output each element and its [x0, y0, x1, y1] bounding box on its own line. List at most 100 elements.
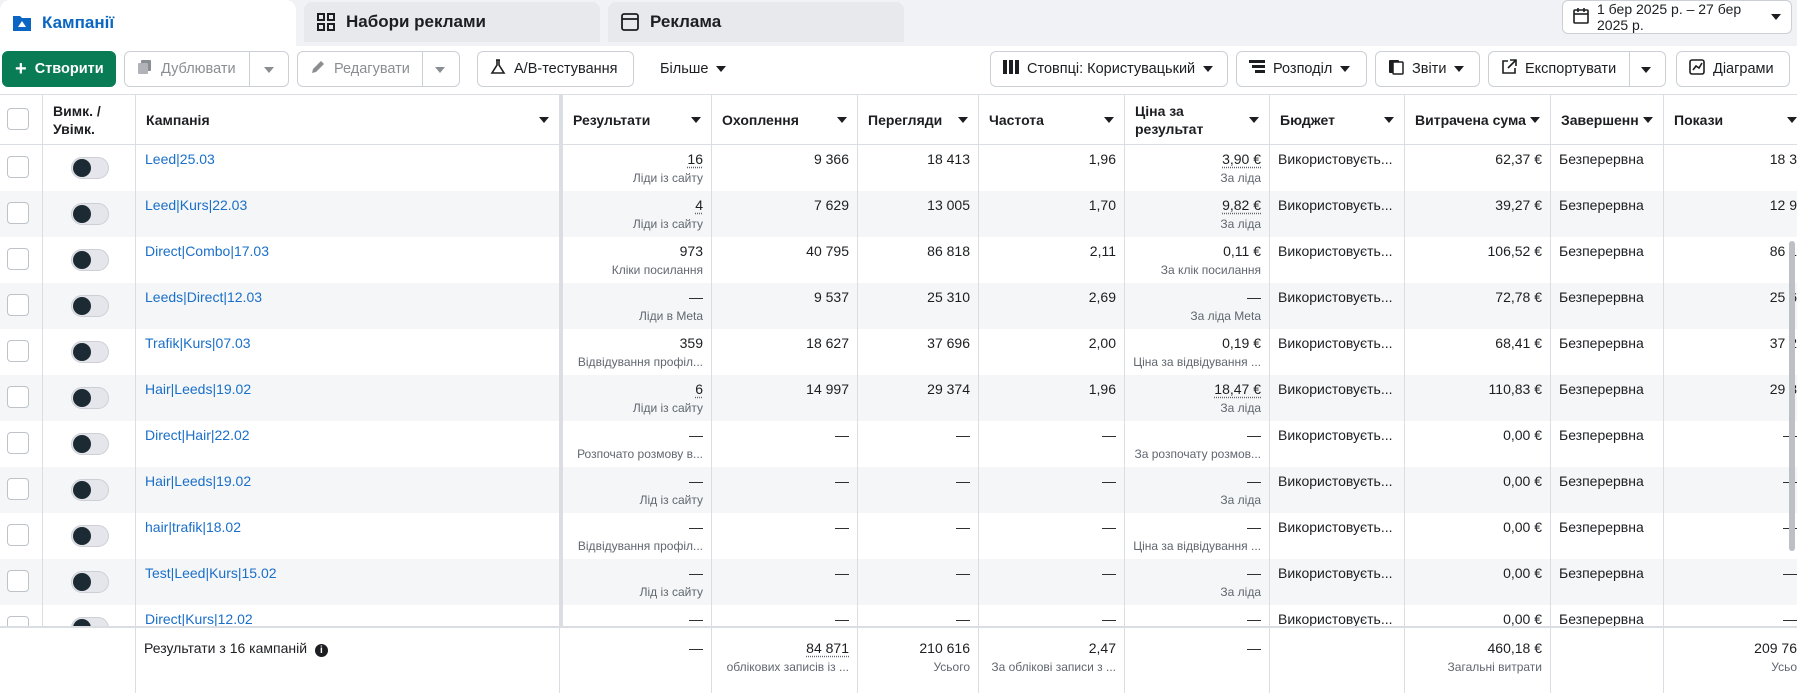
header-frequency[interactable]: Частота: [979, 95, 1125, 145]
frozen-column-divider: [560, 95, 563, 691]
header-onoff[interactable]: Вимк. / Увімк.: [43, 95, 136, 145]
tab-ads[interactable]: Реклама: [608, 2, 904, 42]
select-cell: [0, 237, 43, 283]
header-results[interactable]: Результати: [563, 95, 712, 145]
edit-button[interactable]: Редагувати: [297, 51, 460, 87]
chevron-down-icon[interactable]: [264, 67, 274, 73]
campaign-toggle[interactable]: [71, 341, 109, 363]
results-cell-value: 359: [680, 335, 703, 351]
results-cell-subtitle: Лід із сайту: [571, 585, 703, 599]
header-reach[interactable]: Охоплення: [712, 95, 858, 145]
campaign-name-link[interactable]: Trafik|Kurs|07.03: [145, 335, 251, 351]
columns-button[interactable]: Стовпці: Користувацький: [990, 51, 1228, 87]
chevron-down-icon[interactable]: [435, 67, 445, 73]
header-impressions[interactable]: Покази: [1664, 95, 1797, 145]
campaign-name-link[interactable]: Hair|Leeds|19.02: [145, 381, 251, 397]
campaign-toggle[interactable]: [71, 571, 109, 593]
row-checkbox[interactable]: [7, 570, 29, 592]
views-cell: 29 374: [858, 375, 979, 421]
tab-label: Реклама: [650, 12, 721, 32]
campaign-name-link[interactable]: Direct|Combo|17.03: [145, 243, 269, 259]
row-checkbox[interactable]: [7, 202, 29, 224]
campaign-name-link[interactable]: Leed|Kurs|22.03: [145, 197, 247, 213]
table-row[interactable]: Leeds|Direct|12.03 — Ліди в Meta 9 537 25 31…: [0, 283, 1797, 329]
campaign-name-link[interactable]: hair|trafik|18.02: [145, 519, 241, 535]
tab-campaigns[interactable]: Кампанії: [0, 0, 296, 46]
spent-cell: 0,00 €: [1405, 421, 1551, 467]
row-checkbox[interactable]: [7, 294, 29, 316]
row-checkbox[interactable]: [7, 524, 29, 546]
duplicate-button[interactable]: Дублювати: [124, 51, 289, 87]
campaign-name-link[interactable]: Leeds|Direct|12.03: [145, 289, 262, 305]
spent-cell: 68,41 €: [1405, 329, 1551, 375]
header-ends[interactable]: Завершенн: [1551, 95, 1664, 145]
campaign-toggle[interactable]: [71, 433, 109, 455]
tab-adsets[interactable]: Набори реклами: [304, 2, 600, 42]
campaign-toggle[interactable]: [71, 479, 109, 501]
cost-per-result-cell-subtitle: За ліда: [1133, 493, 1261, 507]
impressions-cell: —: [1664, 513, 1797, 559]
campaign-toggle[interactable]: [71, 249, 109, 271]
campaign-toggle[interactable]: [71, 387, 109, 409]
table-row[interactable]: Direct|Hair|22.02 — Розпочато розмову в...…: [0, 421, 1797, 467]
header-campaign[interactable]: Кампанія: [136, 95, 560, 145]
table-row[interactable]: Hair|Leeds|19.02 — Лід із сайту — — — — За ліда…: [0, 467, 1797, 513]
toggle-knob: [73, 435, 91, 453]
table-row[interactable]: Leed|25.03 16 Ліди із сайту 9 366 18 413 1,96…: [0, 145, 1797, 191]
vertical-scrollbar[interactable]: [1789, 241, 1795, 551]
chevron-down-icon: [1771, 14, 1781, 20]
cost-per-result-cell-subtitle: Ціна за відвідування ...: [1133, 539, 1261, 553]
row-checkbox[interactable]: [7, 248, 29, 270]
campaign-name-link[interactable]: Direct|Hair|22.02: [145, 427, 250, 443]
row-checkbox[interactable]: [7, 340, 29, 362]
table-row[interactable]: hair|trafik|18.02 — Відвідування профіл...…: [0, 513, 1797, 559]
breakdown-button[interactable]: Розподіл: [1236, 51, 1367, 87]
charts-button[interactable]: Діаграми: [1676, 51, 1790, 87]
row-checkbox[interactable]: [7, 156, 29, 178]
header-spent[interactable]: Витрачена сума: [1405, 95, 1551, 145]
row-checkbox[interactable]: [7, 386, 29, 408]
toggle-knob: [73, 297, 91, 315]
table-row[interactable]: Leed|Kurs|22.03 4 Ліди із сайту 7 629 13 005…: [0, 191, 1797, 237]
table-row[interactable]: Trafik|Kurs|07.03 359 Відвідування профіл.…: [0, 329, 1797, 375]
campaign-toggle[interactable]: [71, 295, 109, 317]
campaign-toggle[interactable]: [71, 157, 109, 179]
reports-button[interactable]: Звіти: [1375, 51, 1480, 87]
campaign-toggle[interactable]: [71, 525, 109, 547]
row-checkbox[interactable]: [7, 432, 29, 454]
ab-test-button[interactable]: A/B-тестування: [477, 51, 634, 87]
ends-cell-value: Безперервна: [1559, 335, 1644, 351]
table-row[interactable]: Test|Leed|Kurs|15.02 — Лід із сайту — — — — За …: [0, 559, 1797, 605]
reach-cell-value: 7 629: [814, 197, 849, 213]
more-button[interactable]: Більше: [648, 51, 738, 87]
results-cell-value: 973: [680, 243, 703, 259]
ends-cell: Безперервна: [1551, 467, 1664, 513]
table-row[interactable]: Hair|Leeds|19.02 6 Ліди із сайту 14 997 29 3…: [0, 375, 1797, 421]
campaign-name-cell: Hair|Leeds|19.02: [136, 375, 560, 421]
create-button[interactable]: + Створити: [2, 51, 116, 87]
toggle-cell: [43, 329, 136, 375]
cost-per-result-cell: 0,11 € За клік посилання: [1125, 237, 1270, 283]
campaign-name-link[interactable]: Direct|Kurs|12.02: [145, 611, 253, 627]
header-budget[interactable]: Бюджет: [1270, 95, 1405, 145]
toggle-knob: [73, 573, 91, 591]
header-cost-per-result[interactable]: Ціна за результат: [1125, 95, 1270, 145]
campaign-name-link[interactable]: Hair|Leeds|19.02: [145, 473, 251, 489]
spent-cell-value: 62,37 €: [1495, 151, 1542, 167]
campaign-toggle[interactable]: [71, 203, 109, 225]
header-views[interactable]: Перегляди: [858, 95, 979, 145]
campaign-name-link[interactable]: Leed|25.03: [145, 151, 215, 167]
campaign-name-link[interactable]: Test|Leed|Kurs|15.02: [145, 565, 277, 581]
table-row[interactable]: Direct|Combo|17.03 973 Кліки посилання 40 7…: [0, 237, 1797, 283]
cost-per-result-cell-value: —: [1247, 611, 1261, 627]
date-range-label: 1 бер 2025 р. – 27 бер 2025 р.: [1597, 1, 1763, 33]
results-cell: — Ліди в Meta: [563, 283, 712, 329]
cost-per-result-cell: — Ціна за відвідування ...: [1125, 513, 1270, 559]
row-checkbox[interactable]: [7, 478, 29, 500]
chevron-down-icon[interactable]: [1641, 67, 1651, 73]
results-cell-value: 4: [695, 197, 703, 213]
export-button[interactable]: Експортувати: [1488, 51, 1666, 87]
select-all-checkbox[interactable]: [7, 108, 29, 130]
date-range-picker[interactable]: 1 бер 2025 р. – 27 бер 2025 р.: [1562, 0, 1792, 34]
info-icon[interactable]: i: [315, 644, 328, 657]
